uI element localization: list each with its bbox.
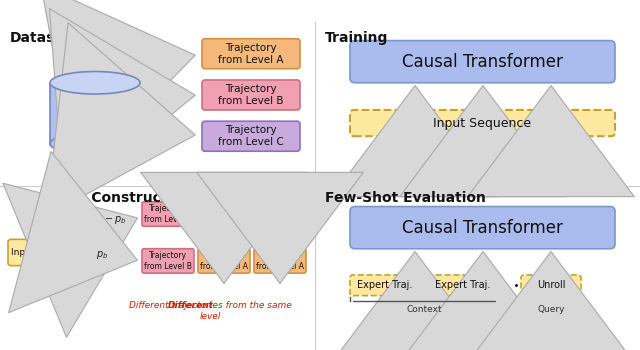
FancyBboxPatch shape: [350, 110, 615, 136]
Text: Query: Query: [537, 305, 564, 314]
FancyBboxPatch shape: [50, 83, 140, 144]
FancyBboxPatch shape: [521, 275, 581, 296]
Text: $p_b$: $p_b$: [96, 249, 108, 261]
Text: Trajectory
from Level C: Trajectory from Level C: [218, 125, 284, 147]
Text: Trajectory
from Level B: Trajectory from Level B: [144, 251, 192, 271]
FancyBboxPatch shape: [142, 249, 194, 273]
Text: Expert
Trajectories: Expert Trajectories: [63, 103, 127, 124]
Text: Expert Traj.: Expert Traj.: [435, 280, 491, 290]
FancyBboxPatch shape: [202, 39, 300, 69]
Text: Input Sequence: Input Sequence: [433, 117, 532, 130]
Ellipse shape: [50, 71, 140, 94]
Text: Trajectory
from Level B: Trajectory from Level B: [218, 84, 284, 106]
Text: Trajectory
from Level A: Trajectory from Level A: [200, 204, 248, 224]
Text: Sequence Construction: Sequence Construction: [10, 191, 191, 205]
Text: Different: Different: [168, 301, 214, 310]
Text: Different trajectories from the same
level: Different trajectories from the same lev…: [129, 301, 291, 321]
Text: $1-p_b$: $1-p_b$: [96, 212, 126, 226]
FancyBboxPatch shape: [428, 275, 498, 296]
FancyBboxPatch shape: [142, 202, 194, 226]
Text: Trajectory
from Level A: Trajectory from Level A: [218, 43, 284, 64]
Text: Dataset: Dataset: [10, 31, 72, 45]
Text: Training: Training: [325, 31, 388, 45]
FancyBboxPatch shape: [350, 206, 615, 249]
FancyBboxPatch shape: [198, 249, 250, 273]
FancyBboxPatch shape: [254, 249, 306, 273]
Text: Input Sequence: Input Sequence: [12, 248, 83, 257]
Text: Trajectory
from Level A: Trajectory from Level A: [200, 251, 248, 271]
Text: Trajectory
from Level A: Trajectory from Level A: [256, 251, 304, 271]
Text: Causal Transformer: Causal Transformer: [402, 53, 563, 71]
FancyBboxPatch shape: [8, 239, 86, 266]
Text: Expert Traj.: Expert Traj.: [357, 280, 413, 290]
FancyBboxPatch shape: [350, 275, 420, 296]
Text: Trajectory
from Level C: Trajectory from Level C: [256, 204, 304, 224]
FancyBboxPatch shape: [254, 202, 306, 226]
Text: Few-Shot Evaluation: Few-Shot Evaluation: [325, 191, 486, 205]
FancyBboxPatch shape: [198, 202, 250, 226]
FancyBboxPatch shape: [202, 80, 300, 110]
FancyBboxPatch shape: [350, 41, 615, 83]
Text: Unroll: Unroll: [537, 280, 565, 290]
Text: Context: Context: [406, 305, 442, 314]
Text: Causal Transformer: Causal Transformer: [402, 219, 563, 237]
Text: Trajectory
from Level B: Trajectory from Level B: [144, 204, 192, 224]
Ellipse shape: [50, 132, 140, 155]
FancyBboxPatch shape: [202, 121, 300, 151]
